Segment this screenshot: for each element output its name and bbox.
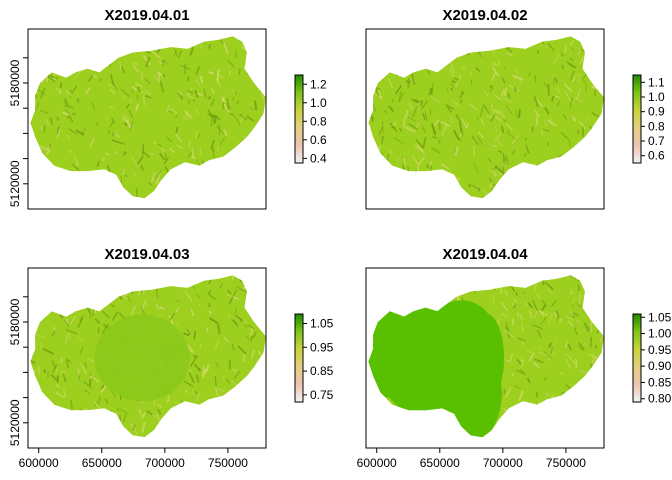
legend-tick-label: 0.95	[648, 343, 672, 357]
legend-colorbar	[294, 74, 304, 164]
y-tick-label: 5120000	[8, 160, 22, 207]
raster-region	[30, 36, 267, 199]
y-tick-label: 5180000	[8, 59, 22, 106]
panel-title: X2019.04.03	[104, 246, 189, 263]
y-tick-label: 5120000	[8, 399, 22, 446]
legend-colorbar	[632, 74, 642, 164]
panel-title: X2019.04.01	[104, 7, 189, 24]
x-tick-label: 700000	[483, 456, 523, 470]
legend-tick-label: 0.80	[648, 392, 672, 406]
legend-tick-label: 0.85	[648, 375, 672, 389]
legend-tick-label: 0.95	[310, 340, 334, 354]
x-tick-label: 700000	[145, 456, 185, 470]
y-tick-label: 5180000	[8, 298, 22, 345]
plot-frame	[27, 28, 267, 210]
x-tick-label: 600000	[19, 456, 59, 470]
raster-base	[368, 36, 604, 199]
legend: 0.4 0.6 0.8 1.0 1.2	[294, 74, 327, 165]
legend-tick-label: 0.9	[648, 105, 665, 119]
legend-tick-label: 0.75	[310, 388, 334, 402]
legend: 0.75 0.85 0.95 1.05	[294, 313, 334, 403]
legend-tick-label: 1.2	[310, 77, 327, 91]
legend-colorbar	[294, 313, 304, 403]
legend-tick-label: 1.05	[648, 310, 672, 324]
raster-region	[368, 36, 604, 199]
legend: 0.60.70.80.91.01.1	[632, 74, 665, 164]
plot-frame	[27, 267, 267, 449]
map-panel-2: X2019.04.02 0.60.70.80.91.01.1	[365, 7, 665, 210]
legend-tick-label: 0.6	[648, 149, 665, 163]
legend-tick-label: 0.7	[648, 134, 665, 148]
panel-title: X2019.04.04	[442, 246, 528, 263]
legend-tick-label: 0.85	[310, 364, 334, 378]
plot-frame	[365, 267, 605, 449]
legend-tick-label: 0.8	[648, 119, 665, 133]
legend-tick-label: 0.6	[310, 133, 327, 147]
legend-tick-label: 0.4	[310, 151, 327, 165]
raster-base	[30, 36, 267, 199]
map-panel-1: X2019.04.01 5120000 5180000 0.4 0.6 0.8 1.0 1.2	[8, 7, 327, 210]
legend-tick-label: 1.05	[310, 317, 334, 331]
legend-tick-label: 0.90	[648, 359, 672, 373]
legend: 0.80 0.85 0.90 0.95 1.00 1.05	[632, 310, 672, 406]
smooth-zone	[375, 307, 424, 351]
legend-tick-label: 1.0	[648, 90, 665, 104]
raster-region	[368, 275, 604, 438]
plot-frame	[365, 28, 605, 210]
legend-tick-label: 1.0	[310, 96, 327, 110]
legend-colorbar	[632, 313, 642, 403]
panel-title: X2019.04.02	[442, 7, 527, 24]
map-panel-3: X2019.04.03 5120000 5180000 600000 650000 700…	[8, 246, 334, 470]
raster-region	[30, 275, 267, 438]
legend-tick-label: 1.1	[648, 75, 665, 89]
smooth-zone	[465, 313, 505, 403]
x-tick-label: 650000	[420, 456, 460, 470]
legend-tick-label: 1.00	[648, 327, 672, 341]
legend-tick-label: 0.8	[310, 114, 327, 128]
x-tick-label: 750000	[546, 456, 586, 470]
smooth-zone	[94, 314, 190, 402]
x-tick-label: 650000	[82, 456, 122, 470]
x-tick-label: 750000	[208, 456, 248, 470]
x-tick-label: 600000	[357, 456, 397, 470]
